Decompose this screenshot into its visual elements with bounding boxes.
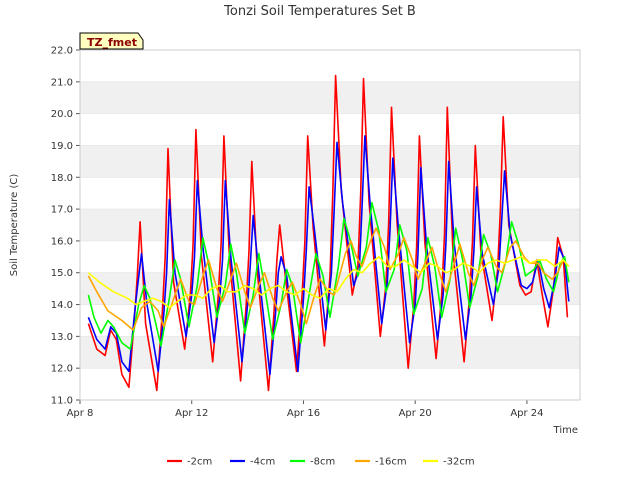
legend-label: -2cm [187,457,212,468]
series-line-2cm [87,74,569,392]
x-tick-label: Apr 20 [399,408,432,419]
grid-band [80,81,580,114]
y-tick-label: 17.0 [51,205,73,216]
badge-label: TZ_fmet [87,36,137,49]
y-tick-label: 20.0 [51,109,73,120]
legend-label: -16cm [375,457,407,468]
series-line-16cm [87,227,570,331]
plot-frame [79,49,581,401]
legend-label: -8cm [310,457,335,468]
y-tick-label: 15.0 [51,268,73,279]
chart-title: Tonzi Soil Temperatures Set B [223,4,416,19]
y-axis-label: Soil Temperature (C) [9,174,20,277]
y-tick-label: 14.0 [51,300,73,311]
y-axis-ticks: 11.0 12.0 13.0 14.0 15.0 16.0 17.0 18.0 19.0 20.0… [51,46,80,407]
grid-band [80,145,580,178]
grid-band [80,209,580,241]
legend-label: -32cm [443,457,475,468]
y-tick-label: 13.0 [51,332,73,343]
y-tick-label: 18.0 [51,173,73,184]
series-line-4cm [87,135,570,376]
y-tick-label: 12.0 [51,364,73,375]
y-tick-label: 22.0 [51,46,73,57]
grid-band [80,336,580,369]
x-axis-label: Time [553,425,578,436]
y-tick-label: 11.0 [51,396,73,407]
series-line-8cm [87,201,570,350]
legend-label: -4cm [250,457,275,468]
x-tick-label: Apr 8 [67,408,94,419]
x-axis-ticks: Apr 8 Apr 12 Apr 16 Apr 20 Apr 24 [67,400,544,419]
x-tick-label: Apr 16 [287,408,320,419]
series-line-32cm [87,256,570,309]
legend: -2cm -4cm -8cm -16cm -32cm [167,457,475,468]
y-tick-label: 19.0 [51,141,73,152]
x-tick-label: Apr 24 [510,408,543,419]
station-badge: TZ_fmet [79,32,144,50]
badge-box [79,32,144,50]
y-tick-label: 21.0 [51,77,73,88]
x-tick-label: Apr 12 [175,408,208,419]
series-lines [87,74,570,392]
y-tick-label: 16.0 [51,236,73,247]
